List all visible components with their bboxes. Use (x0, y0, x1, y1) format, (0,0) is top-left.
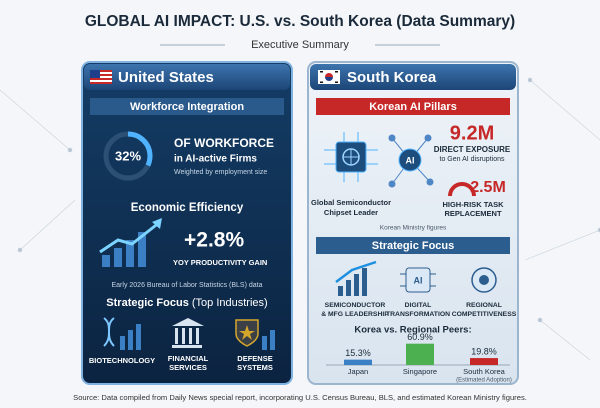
efficiency-source: Early 2026 Bureau of Labor Statistics (B… (112, 282, 263, 289)
exposure-line: to Gen AI disruptions (440, 156, 505, 163)
peer-name: Japan (348, 367, 368, 376)
section-heading: Workforce Integration (130, 101, 244, 113)
peer-note: (Estimated Adoption) (456, 378, 512, 384)
focus-heading-main: Strategic Focus (106, 297, 189, 309)
peer-bar (406, 343, 434, 365)
industry-label: SERVICES (169, 363, 207, 372)
focus-label: REGIONAL (466, 302, 502, 309)
korea-flag (318, 70, 340, 84)
industry-label: BIOTECHNOLOGY (89, 356, 155, 365)
ai-node-icon: AI (388, 134, 434, 188)
peer-name: Singapore (403, 367, 437, 376)
section-banner (90, 98, 284, 115)
peers-heading: Korea vs. Regional Peers: (354, 325, 471, 336)
workforce-note: Weighted by employment size (174, 169, 267, 176)
focus-label: & MFG LEADERSHIP (321, 311, 389, 318)
svg-text:AI: AI (406, 155, 415, 165)
us-card (81, 61, 293, 385)
source: Source: Data compiled from Daily News sp… (73, 393, 527, 402)
workforce-line: in AI-active Firms (174, 154, 257, 165)
focus-label: COMPETITIVENESS (452, 311, 517, 318)
growth-icon (99, 218, 162, 267)
ring-gauge (103, 131, 153, 181)
us-name: United States (118, 69, 214, 86)
subtitle: Executive Summary (251, 39, 349, 51)
pillars-heading: Korean AI Pillars (369, 101, 457, 113)
svg-text:AI: AI (414, 275, 423, 285)
gain-caption: YOY PRODUCTIVITY GAIN (173, 258, 267, 267)
focus-heading-sub: (Top Industries) (192, 297, 268, 309)
focus-icons: AI (335, 260, 497, 296)
exposure: 9.2M (450, 122, 494, 144)
focus-label: TRANSFORMATION (386, 311, 450, 318)
industry-label: DEFENSE (237, 354, 272, 363)
chip-line: Global Semiconductor (311, 198, 391, 207)
chip-line: Chipset Leader (324, 208, 378, 217)
us-header (84, 64, 290, 90)
risk-gauge (448, 182, 476, 197)
peer-bar (344, 359, 372, 365)
gain: +2.8% (184, 229, 244, 252)
focus-label: SEMICONDUCTOR (325, 302, 386, 309)
industry-label: SYSTEMS (237, 363, 273, 372)
korea-header (310, 64, 516, 90)
peer-bar (470, 358, 498, 365)
focus-heading: Strategic Focus (372, 240, 455, 252)
risk: 2.5M (470, 179, 506, 196)
korea-name: South Korea (347, 69, 437, 86)
focus-banner (316, 237, 510, 254)
focus-label: DIGITAL (405, 302, 432, 309)
peer-name: South Korea (463, 367, 506, 376)
peer-value: 15.3% (345, 348, 371, 358)
share-label: 32% (115, 148, 141, 163)
industry-icons (103, 317, 275, 350)
focus-heading: Strategic Focus (Top Industries) (106, 297, 267, 309)
risk-line: HIGH-RISK TASK (442, 200, 504, 209)
pillars-source: Korean Ministry figures (380, 225, 447, 232)
risk-line: REPLACEMENT (444, 209, 502, 218)
workforce-line: OF WORKFORCE (174, 136, 274, 150)
pillars-banner (316, 98, 510, 115)
us-flag (90, 70, 112, 84)
network-background (0, 77, 600, 361)
section-heading: Economic Efficiency (131, 202, 244, 214)
industry-label: FINANCIAL (168, 354, 209, 363)
chip-icon (324, 132, 378, 182)
exposure-line: DIRECT EXPOSURE (434, 145, 511, 154)
peer-value: 60.9% (407, 332, 433, 342)
peer-value: 19.8% (471, 346, 497, 356)
title: GLOBAL AI IMPACT: U.S. vs. South Korea (… (85, 13, 515, 30)
